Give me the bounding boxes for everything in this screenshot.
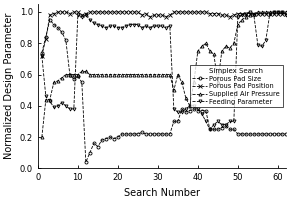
Y-axis label: Normalized Design Parameter: Normalized Design Parameter	[4, 13, 14, 160]
Supplied Air Pressure	[40, 136, 44, 138]
Porous Pad Position	[40, 55, 44, 57]
Porous Pad Position	[92, 11, 96, 13]
Line: Porous Pad Position: Porous Pad Position	[40, 11, 287, 57]
Supplied Air Pressure	[188, 105, 192, 107]
Feeding Parameter	[60, 101, 64, 104]
Porous Pad Position	[108, 11, 112, 13]
Feeding Parameter	[104, 26, 108, 29]
Porous Pad Size	[196, 109, 200, 112]
Supplied Air Pressure	[88, 73, 92, 76]
Porous Pad Position	[64, 11, 68, 13]
Supplied Air Pressure	[104, 73, 108, 76]
Porous Pad Position	[164, 16, 168, 18]
Porous Pad Size	[284, 133, 288, 135]
Porous Pad Position	[284, 12, 288, 15]
Feeding Parameter	[260, 45, 264, 48]
Porous Pad Position	[56, 11, 59, 13]
Feeding Parameter	[88, 19, 92, 21]
Supplied Air Pressure	[284, 11, 288, 13]
Supplied Air Pressure	[160, 73, 164, 76]
Porous Pad Size	[84, 161, 88, 163]
Porous Pad Size	[168, 133, 172, 135]
Feeding Parameter	[284, 14, 288, 16]
Supplied Air Pressure	[256, 11, 260, 13]
Feeding Parameter	[248, 11, 251, 13]
Line: Supplied Air Pressure: Supplied Air Pressure	[40, 11, 287, 139]
Supplied Air Pressure	[252, 12, 255, 15]
Porous Pad Size	[64, 39, 68, 41]
Porous Pad Position	[192, 11, 195, 13]
Feeding Parameter	[188, 105, 192, 107]
Porous Pad Size	[48, 19, 52, 21]
Feeding Parameter	[160, 25, 164, 27]
X-axis label: Search Number: Search Number	[124, 188, 200, 198]
Porous Pad Size	[260, 133, 264, 135]
Porous Pad Position	[256, 12, 260, 15]
Line: Feeding Parameter: Feeding Parameter	[40, 11, 287, 131]
Porous Pad Size	[40, 52, 44, 54]
Supplied Air Pressure	[60, 77, 64, 79]
Legend: Porous Pad Size, Porous Pad Position, Supplied Air Pressure, Feeding Parameter: Porous Pad Size, Porous Pad Position, Su…	[190, 65, 282, 107]
Feeding Parameter	[40, 55, 44, 57]
Feeding Parameter	[208, 128, 212, 130]
Porous Pad Size	[112, 138, 116, 140]
Porous Pad Size	[96, 145, 99, 148]
Line: Porous Pad Size: Porous Pad Size	[40, 18, 287, 164]
